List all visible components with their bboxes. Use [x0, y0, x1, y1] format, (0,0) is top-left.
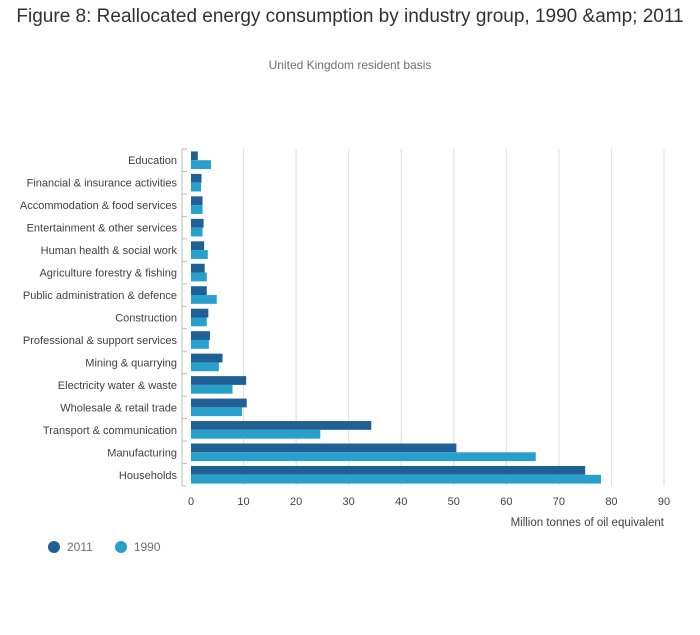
chart-title: Figure 8: Reallocated energy consumption…: [16, 6, 684, 27]
category-label: Transport & communication: [43, 425, 177, 437]
category-label: Construction: [115, 313, 177, 325]
bar-2011-electricity-water-waste: [191, 376, 247, 385]
category-label: Wholesale & retail trade: [60, 402, 177, 414]
legend-item-1990[interactable]: 1990: [114, 540, 161, 554]
bar-2011-professional-support-services: [191, 331, 210, 340]
legend-dot-2011-icon: [48, 541, 60, 553]
bar-2011-construction: [191, 308, 209, 318]
legend: 2011 1990: [48, 540, 183, 554]
bar-1990-manufacturing: [191, 452, 536, 462]
bar-1990-accommodation-food-services: [191, 205, 203, 214]
legend-item-2011[interactable]: 2011: [48, 540, 93, 554]
bar-1990-transport-communication: [191, 429, 321, 439]
x-axis-title: Million tonnes of oil equivalent: [511, 517, 665, 529]
category-label: Entertainment & other services: [27, 223, 178, 235]
category-label: Financial & insurance activities: [27, 178, 178, 190]
bar-1990-construction: [191, 317, 207, 327]
bar-1990-electricity-water-waste: [191, 384, 233, 394]
bar-1990-mining-quarrying: [191, 362, 219, 372]
category-label: Mining & quarrying: [85, 357, 177, 369]
category-label: Households: [119, 470, 178, 482]
category-label: Public administration & defence: [23, 290, 177, 302]
bar-1990-agriculture-forestry-fishing: [191, 272, 207, 282]
category-label: Electricity water & waste: [58, 380, 177, 392]
legend-label-1990: 1990: [133, 540, 161, 554]
x-tick-label-10: 10: [237, 496, 249, 508]
bar-2011-transport-communication: [191, 421, 372, 430]
legend-dot-1990-icon: [114, 541, 127, 553]
bar-1990-entertainment-other-services: [191, 227, 203, 237]
bar-1990-households: [191, 474, 601, 484]
bar-1990-education: [191, 160, 211, 170]
category-label: Manufacturing: [107, 447, 177, 459]
x-tick-label-90: 90: [658, 496, 670, 508]
x-tick-label-0: 0: [188, 496, 194, 508]
chart-subtitle: United Kingdom resident basis: [268, 58, 432, 72]
bar-1990-wholesale-retail-trade: [191, 407, 242, 417]
bar-2011-human-health-social-work: [191, 241, 205, 251]
bar-2011-agriculture-forestry-fishing: [191, 263, 205, 273]
bar-2011-households: [191, 465, 586, 475]
bar-1990-public-administration-defence: [191, 295, 217, 304]
legend-label-2011: 2011: [67, 540, 93, 554]
bar-1990-financial-insurance-activities: [191, 182, 201, 192]
bar-2011-manufacturing: [191, 443, 457, 453]
x-tick-label-20: 20: [290, 496, 302, 508]
category-label: Human health & social work: [41, 245, 178, 257]
bar-2011-public-administration-defence: [191, 286, 207, 296]
bar-2011-accommodation-food-services: [191, 196, 203, 206]
bar-1990-human-health-social-work: [191, 250, 208, 259]
x-tick-label-70: 70: [553, 496, 565, 508]
bar-2011-financial-insurance-activities: [191, 173, 202, 183]
bar-2011-wholesale-retail-trade: [191, 398, 247, 408]
category-label: Accommodation & food services: [20, 200, 178, 212]
category-label: Professional & support services: [23, 335, 178, 347]
category-label: Agriculture forestry & fishing: [39, 268, 177, 280]
bar-2011-education: [191, 151, 198, 161]
x-tick-label-40: 40: [395, 496, 407, 508]
x-tick-label-50: 50: [448, 496, 460, 508]
bar-2011-mining-quarrying: [191, 353, 223, 363]
bar-2011-entertainment-other-services: [191, 218, 204, 228]
category-label: Education: [128, 155, 177, 167]
bar-1990-professional-support-services: [191, 339, 209, 349]
x-tick-label-80: 80: [605, 496, 617, 508]
x-tick-label-30: 30: [343, 496, 355, 508]
x-tick-label-60: 60: [500, 496, 512, 508]
